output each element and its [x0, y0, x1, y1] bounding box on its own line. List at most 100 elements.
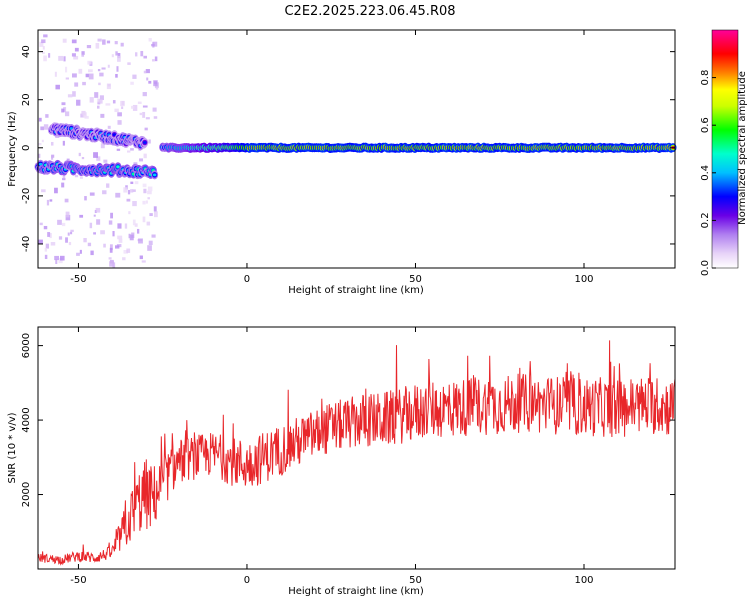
heatmap-noise-cell [93, 152, 98, 158]
heatmap-noise-cell [85, 73, 90, 78]
heatmap-x-tick-label: 100 [574, 274, 593, 285]
line-y-axis-label: SNR (10 * v/v) [7, 412, 18, 483]
snr-series-line [37, 340, 676, 566]
heatmap-noise-cell [153, 206, 157, 212]
heatmap-noise-cell [70, 229, 74, 232]
heatmap-noise-cell [103, 159, 108, 163]
heatmap-noise-cell [49, 232, 52, 239]
heatmap-noise-cell [95, 42, 100, 49]
colorbar-label: Normalized spectral amplitude [737, 71, 748, 225]
colorbar-tick-label: 0.6 [700, 117, 711, 133]
heatmap-noise-cell [100, 230, 105, 235]
heatmap-noise-cell [107, 84, 111, 87]
heatmap-noise-cell [112, 230, 115, 237]
heatmap-noise-cell [147, 245, 152, 251]
heatmap-noise-cell [78, 68, 83, 74]
heatmap-noise-cell [65, 77, 69, 80]
heatmap-noise-cell [153, 81, 157, 85]
heatmap-noise-cell [64, 111, 70, 117]
lower_branch-core [38, 162, 43, 166]
heatmap-noise-cell [117, 120, 122, 125]
line-y-ticks: 2000 4000 6000 [21, 333, 675, 507]
heatmap-noise-cell [108, 257, 112, 260]
heatmap-noise-cell [97, 69, 101, 72]
heatmap-noise-cell [142, 92, 147, 97]
heatmap-noise-cell [138, 238, 143, 244]
heatmap-noise-cell [67, 94, 73, 98]
heatmap-noise-cell [123, 249, 129, 254]
heatmap-noise-cell [86, 45, 92, 49]
heatmap-noise-cell [106, 40, 111, 44]
heatmap-noise-cell [148, 240, 153, 246]
line-x-tick-label: 100 [574, 575, 593, 586]
heatmap-noise-cell [126, 248, 131, 253]
heatmap-noise-cell [105, 103, 111, 106]
heatmap-noise-cell [99, 72, 104, 77]
heatmap-noise-cell [142, 200, 146, 205]
line-frame [37, 326, 676, 570]
heatmap-noise-cell [130, 181, 134, 184]
colorbar-tick-label: 0.0 [700, 260, 711, 276]
heatmap-noise-cell [117, 53, 121, 59]
upper_branch-core [112, 133, 117, 137]
colorbar: 0.0 0.2 0.4 0.6 0.8 Normalized spectral ampl… [700, 29, 748, 276]
heatmap-noise-cell [43, 34, 48, 38]
heatmap-noise-cell [68, 241, 72, 246]
heatmap-noise-cell [74, 47, 79, 52]
heatmap-noise-cell [90, 250, 94, 256]
heatmap-noise-cell [114, 41, 118, 45]
heatmap-noise-cell [41, 139, 44, 143]
heatmap-noise-cell [143, 55, 147, 59]
heatmap-noise-cell [41, 39, 46, 44]
heatmap-noise-cell [148, 80, 152, 84]
heatmap-noise-cell [45, 243, 50, 249]
heatmap-noise-cell [132, 104, 138, 111]
heatmap-noise-cell [109, 244, 113, 251]
heatmap-noise-cell [131, 105, 135, 109]
heatmap-noise-cell [84, 115, 89, 119]
heatmap-noise-cell [45, 114, 49, 118]
heatmap-cells [34, 34, 677, 268]
heatmap-noise-cell [38, 143, 42, 146]
heatmap-y-ticks: -40 -20 0 20 40 [21, 45, 675, 252]
heatmap-noise-cell [127, 189, 131, 195]
heatmap-noise-cell [55, 259, 58, 265]
line-panel: -50 0 50 100 2000 4000 6000 Height of straigh… [7, 326, 676, 597]
heatmap-noise-cell [120, 42, 124, 47]
heatmap-noise-cell [81, 157, 85, 160]
heatmap-noise-cell [127, 150, 131, 153]
heatmap-noise-cell [132, 201, 137, 207]
heatmap-noise-cell [74, 174, 79, 178]
heatmap-noise-cell [144, 127, 148, 131]
heatmap-noise-cell [100, 143, 105, 149]
heatmap-noise-cell [126, 198, 131, 202]
heatmap-noise-cell [143, 70, 147, 74]
heatmap-noise-cell [153, 116, 158, 119]
heatmap-noise-cell [132, 219, 136, 226]
heatmap-x-tick-label: -50 [70, 274, 86, 285]
heatmap-noise-cell [152, 41, 158, 47]
heatmap-noise-cell [72, 91, 76, 97]
colorbar-ticks: 0.0 0.2 0.4 0.6 0.8 [700, 70, 716, 276]
line-x-axis-label: Height of straight line (km) [288, 586, 424, 597]
heatmap-noise-cell [116, 148, 121, 151]
heatmap-noise-cell [43, 124, 49, 130]
heatmap-noise-cell [59, 255, 65, 261]
heatmap-y-tick-label: 0 [21, 145, 32, 151]
heatmap-noise-cell [88, 73, 94, 80]
heatmap-noise-cell [44, 254, 48, 260]
heatmap-noise-cell [43, 225, 48, 230]
heatmap-noise-cell [93, 214, 96, 217]
heatmap-noise-cell [152, 59, 155, 62]
heatmap-noise-cell [130, 148, 134, 151]
heatmap-noise-cell [128, 233, 131, 239]
heatmap-noise-cell [147, 197, 150, 200]
line-x-tick-label: 0 [244, 575, 250, 586]
heatmap-noise-cell [115, 73, 118, 78]
line-x-tick-label: -50 [70, 575, 86, 586]
upper_branch-core [143, 141, 147, 144]
heatmap-noise-cell [58, 236, 63, 240]
heatmap-noise-cell [117, 235, 123, 240]
heatmap-noise-cell [80, 113, 84, 118]
heatmap-noise-cell [98, 82, 101, 86]
